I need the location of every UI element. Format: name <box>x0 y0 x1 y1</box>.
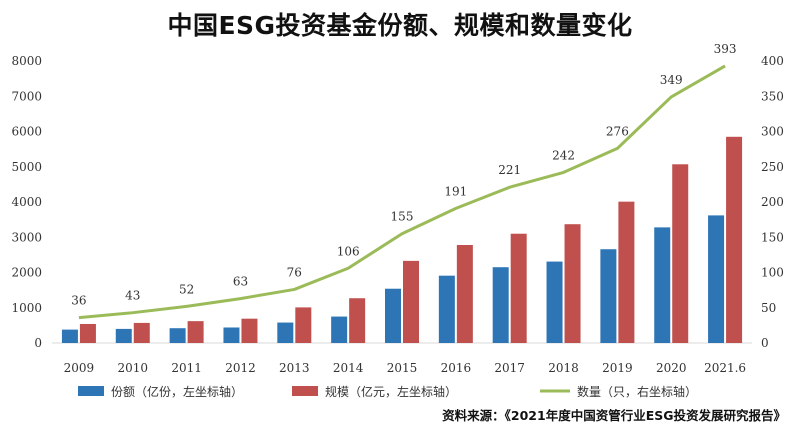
x-axis-tick-label: 2019 <box>602 361 633 375</box>
data-label-count: 276 <box>606 124 629 138</box>
right-axis-tick-label: 0 <box>761 336 769 350</box>
left-axis-tick-label: 7000 <box>11 89 42 103</box>
bar-scale <box>456 245 473 343</box>
bar-scale <box>510 233 527 343</box>
bar-share <box>654 227 671 343</box>
bar-scale <box>618 201 635 343</box>
right-axis-tick-label: 250 <box>761 160 784 174</box>
chart-title: 中国ESG投资基金份额、规模和数量变化 <box>167 11 633 40</box>
bar-share <box>169 328 186 343</box>
legend-label: 份额（亿份，左坐标轴） <box>111 384 243 399</box>
bar-share <box>492 267 509 343</box>
bar-share <box>277 322 294 343</box>
bar-scale <box>349 298 366 343</box>
bar-share <box>223 327 240 343</box>
bar-scale <box>403 260 419 343</box>
x-axis-tick-label: 2015 <box>387 361 418 375</box>
legend-swatch-share <box>78 386 104 396</box>
left-axis-tick-label: 2000 <box>11 266 42 280</box>
bar-scale <box>133 322 150 343</box>
bar-share <box>115 328 132 343</box>
source-note: 资料来源：《2021年度中国资管行业ESG投资发展研究报告》 <box>442 408 786 423</box>
left-axis-tick-label: 0 <box>34 336 42 350</box>
bar-scale <box>295 307 312 343</box>
x-axis-tick-label: 2020 <box>656 361 687 375</box>
data-label-count: 242 <box>552 148 575 162</box>
x-axis-tick-label: 2017 <box>494 361 525 375</box>
right-axis-tick-label: 300 <box>761 125 784 139</box>
x-axis-tick-label: 2014 <box>333 361 364 375</box>
data-label-count: 106 <box>337 244 360 258</box>
right-axis-tick-label: 400 <box>761 54 784 68</box>
left-axis-tick-label: 3000 <box>11 230 42 244</box>
right-axis-tick-label: 200 <box>761 195 784 209</box>
right-axis-tick-label: 150 <box>761 230 784 244</box>
bar-share <box>708 215 725 343</box>
bar-scale <box>564 224 581 343</box>
legend-label: 数量（只，右坐标轴） <box>577 384 697 399</box>
bar-share <box>61 329 78 343</box>
bar-scale <box>79 323 96 343</box>
bar-scale <box>672 164 689 343</box>
bar-share <box>438 275 455 343</box>
legend-label: 规模（亿元，左坐标轴） <box>325 384 457 399</box>
data-label-count: 393 <box>714 42 737 56</box>
data-label-count: 221 <box>498 163 521 177</box>
right-axis-tick-label: 100 <box>761 266 784 280</box>
x-axis-tick-label: 2013 <box>279 361 310 375</box>
bar-scale <box>726 136 743 343</box>
data-label-count: 155 <box>391 210 414 224</box>
data-label-count: 349 <box>660 73 683 87</box>
bar-share <box>385 288 401 343</box>
bar-scale <box>241 318 258 343</box>
x-axis-tick-label: 2011 <box>171 361 202 375</box>
data-label-count: 36 <box>71 294 86 308</box>
x-axis-tick-label: 2021.6 <box>704 361 746 375</box>
bar-scale <box>187 321 204 343</box>
x-axis-tick-label: 2012 <box>225 361 256 375</box>
x-axis-tick-label: 2016 <box>441 361 472 375</box>
left-axis-tick-label: 1000 <box>11 301 42 315</box>
data-label-count: 76 <box>287 265 302 279</box>
bar-share <box>600 249 617 343</box>
x-axis-tick-label: 2010 <box>117 361 148 375</box>
bar-share <box>331 316 348 343</box>
data-label-count: 63 <box>233 275 248 289</box>
line-count <box>78 64 726 320</box>
x-axis-tick-label: 2018 <box>548 361 579 375</box>
data-label-count: 52 <box>179 282 194 296</box>
data-label-count: 191 <box>444 184 467 198</box>
right-axis-tick-label: 350 <box>761 89 784 103</box>
left-axis-tick-label: 8000 <box>11 54 42 68</box>
x-axis-tick-label: 2009 <box>64 361 95 375</box>
data-label-count: 43 <box>125 289 140 303</box>
left-axis-tick-label: 4000 <box>11 195 42 209</box>
right-axis-tick-label: 50 <box>761 301 776 315</box>
left-axis-tick-label: 5000 <box>11 160 42 174</box>
left-axis-tick-label: 6000 <box>11 125 42 139</box>
legend-swatch-scale <box>292 386 318 396</box>
bar-share <box>546 261 563 343</box>
